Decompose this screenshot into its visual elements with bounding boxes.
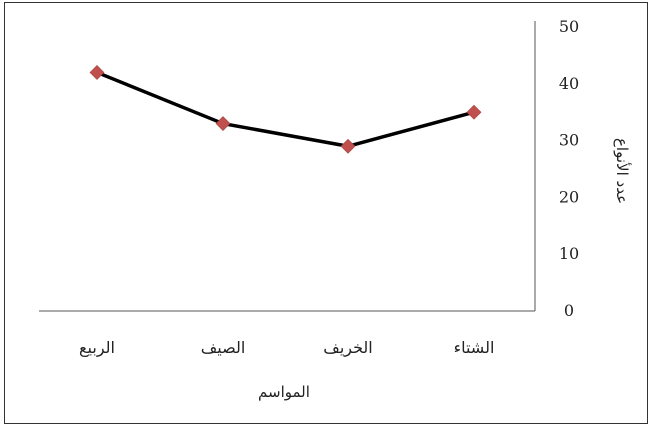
chart-frame: 0 10 20 30 40 50 الربيع الصيف الخريف الشتاء المو… — [4, 2, 648, 424]
y-tick-label: 20 — [559, 187, 579, 206]
x-category-label: الربيع — [79, 338, 115, 358]
y-tick-labels: 0 10 20 30 40 50 — [559, 17, 579, 320]
x-category-label: الصيف — [201, 338, 246, 357]
y-axis-label: عدد الأنواع — [613, 138, 632, 204]
x-axis-label: المواسم — [258, 383, 310, 401]
series-group — [89, 65, 482, 154]
data-point — [340, 138, 356, 154]
y-tick-label: 0 — [564, 301, 574, 320]
line-chart: 0 10 20 30 40 50 الربيع الصيف الخريف الشتاء المو… — [39, 17, 632, 401]
data-point — [466, 104, 482, 120]
y-tick-label: 40 — [559, 74, 579, 93]
x-category-label: الخريف — [323, 338, 373, 358]
series-line — [96, 70, 475, 149]
data-point — [215, 116, 231, 131]
x-category-labels: الربيع الصيف الخريف الشتاء — [79, 338, 494, 358]
data-point — [89, 65, 105, 80]
axes — [39, 21, 536, 312]
y-tick-label: 10 — [559, 244, 579, 263]
y-tick-label: 50 — [559, 17, 579, 36]
y-tick-label: 30 — [559, 131, 579, 150]
x-category-label: الشتاء — [454, 338, 495, 357]
